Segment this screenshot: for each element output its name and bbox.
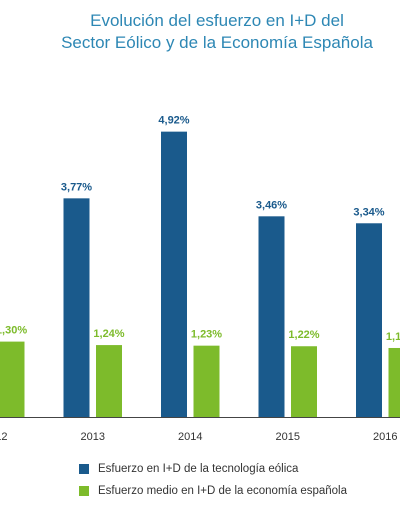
x-tick-label-2014: 2014 — [178, 431, 202, 443]
data-label-eolica-2013: 3,77% — [61, 181, 92, 193]
legend-label-economia: Esfuerzo medio en I+D de la economía esp… — [98, 485, 348, 497]
legend-item-eolica: Esfuerzo en I+D de la tecnología eólica — [79, 458, 347, 480]
legend-item-economia: Esfuerzo medio en I+D de la economía esp… — [79, 480, 347, 502]
x-tick-label-2015: 2015 — [276, 431, 300, 443]
data-label-eolica-2014: 4,92% — [158, 115, 189, 127]
x-tick-label-2016: 2016 — [373, 431, 397, 443]
legend-swatch-eolica — [79, 464, 89, 474]
bar-economia-2012 — [0, 341, 25, 417]
bar-economia-2015 — [291, 346, 317, 417]
legend-label-eolica: Esfuerzo en I+D de la tecnología eólica — [98, 463, 299, 475]
data-label-eolica-2016: 3,34% — [353, 206, 384, 218]
bar-economia-2016 — [388, 347, 400, 417]
data-label-economia-2015: 1,22% — [288, 329, 319, 341]
bar-economia-2014 — [193, 345, 220, 417]
data-label-economia-2016: 1,19% — [386, 331, 400, 343]
data-label-eolica-2015: 3,46% — [256, 199, 287, 211]
x-tick-label-2012: 2012 — [0, 431, 7, 443]
bar-economia-2013 — [96, 345, 122, 417]
bar-eolica-2016 — [356, 223, 382, 417]
chart-title: Evolución del esfuerzo en I+D del Sector… — [0, 10, 400, 54]
bar-eolica-2013 — [63, 198, 90, 417]
data-label-economia-2012: 1,30% — [0, 325, 27, 337]
chart-legend: Esfuerzo en I+D de la tecnología eólica … — [79, 458, 347, 502]
chart-title-line-1: Evolución del esfuerzo en I+D del — [90, 11, 344, 30]
legend-swatch-economia — [79, 486, 89, 496]
data-label-economia-2014: 1,23% — [191, 329, 222, 341]
bar-eolica-2015 — [258, 216, 285, 417]
bar-eolica-2014 — [161, 131, 187, 417]
data-label-economia-2013: 1,24% — [93, 328, 124, 340]
x-tick-label-2013: 2013 — [81, 431, 105, 443]
chart-title-line-2: Sector Eólico y de la Economía Española — [61, 33, 373, 52]
